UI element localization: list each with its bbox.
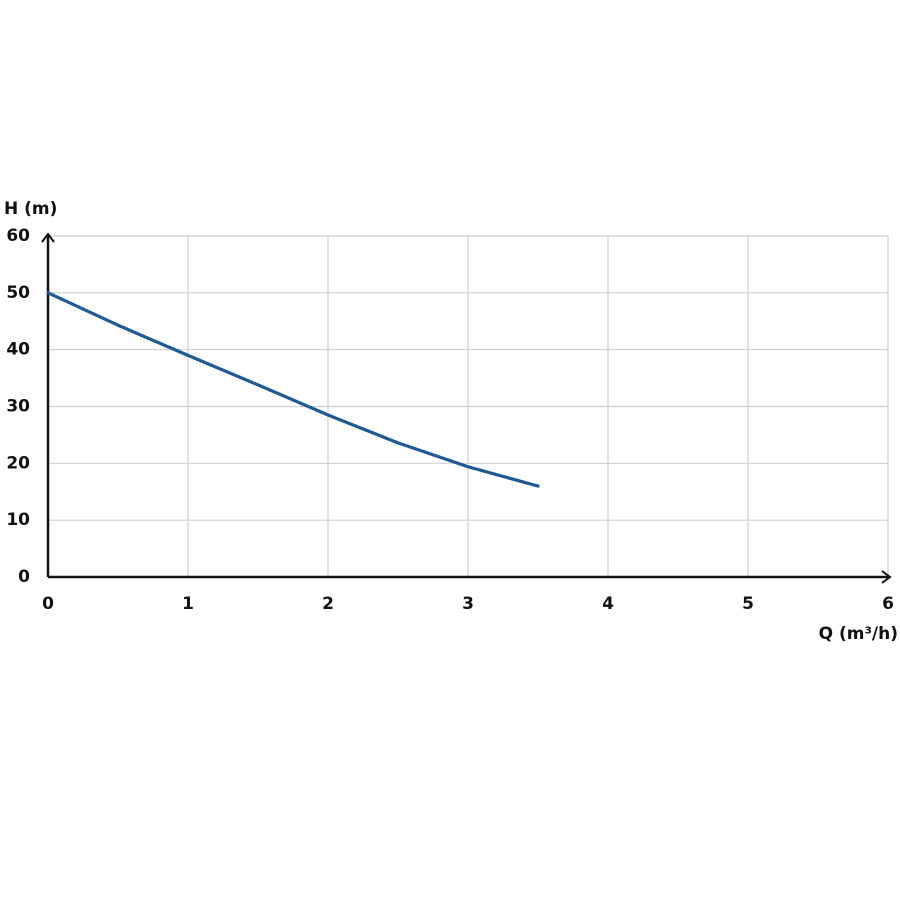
x-axis-label: Q (m³/h) — [819, 624, 898, 644]
y-tick-label: 10 — [6, 510, 30, 530]
x-tick-label: 0 — [42, 594, 54, 614]
y-tick-label: 50 — [6, 283, 30, 303]
x-tick-label: 1 — [182, 594, 194, 614]
x-tick-label: 4 — [602, 594, 614, 614]
y-tick-label: 60 — [6, 226, 30, 246]
x-tick-label: 2 — [322, 594, 334, 614]
x-tick-label: 5 — [742, 594, 754, 614]
y-tick-label: 30 — [6, 397, 30, 417]
y-tick-label: 20 — [6, 453, 30, 473]
y-tick-label: 40 — [6, 340, 30, 360]
x-tick-label: 6 — [882, 594, 894, 614]
x-axis-arrow — [881, 570, 892, 584]
y-axis-arrow — [41, 232, 55, 243]
curve — [46, 291, 540, 488]
x-tick-label: 3 — [462, 594, 474, 614]
y-axis-label: H (m) — [4, 199, 57, 219]
y-tick-label: 0 — [18, 567, 30, 587]
